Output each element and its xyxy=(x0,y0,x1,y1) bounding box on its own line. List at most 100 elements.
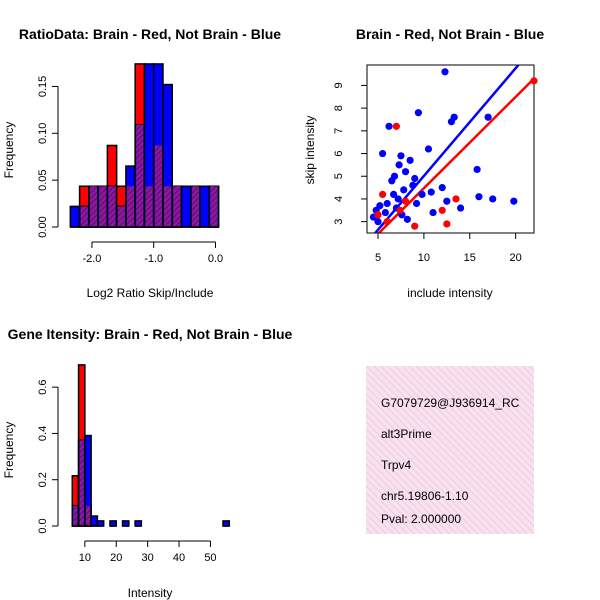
ratio-histogram-ylabel: Frequency xyxy=(2,122,16,179)
scatter-plot-box xyxy=(366,64,535,234)
not-brain-point-7 xyxy=(383,199,391,208)
scatter-points xyxy=(369,68,538,230)
brain-point-2 xyxy=(383,218,391,226)
intensity-x-tick-label-2: 30 xyxy=(142,552,154,564)
not-brain-point-26 xyxy=(424,145,433,153)
ratio-y-tick-label-1: 0.05 xyxy=(37,169,49,190)
ratio-histogram-title: RatioData: Brain - Red, Not Brain - Blue xyxy=(19,26,281,42)
ratio-bar-overlap-8 xyxy=(145,186,153,227)
intensity-x-tick-label-0: 10 xyxy=(79,552,91,564)
ratio-bar-overlap-6 xyxy=(126,186,135,227)
ratio-bar-overlap-4 xyxy=(108,186,116,227)
scatter-fit-lines xyxy=(374,65,534,233)
not-brain-point-38 xyxy=(510,197,518,205)
intensity-x-tick-label-4: 50 xyxy=(204,552,216,564)
ratio-x-tick-label-1: -1.0 xyxy=(144,253,163,265)
not-brain-point-6 xyxy=(381,208,389,217)
info-pval: Pval: 2.000000 xyxy=(381,512,461,526)
not-brain-point-22 xyxy=(411,174,419,183)
intensity-bar-overlap-0 xyxy=(73,505,78,526)
brain-point-6 xyxy=(411,222,419,230)
scatter-y-tick-label-0: 3 xyxy=(333,219,345,225)
not-brain-point-27 xyxy=(427,188,435,196)
ratio-bar-not-brain-0 xyxy=(69,205,81,228)
not-brain-point-29 xyxy=(438,183,446,192)
intensity-histogram-ylabel: Frequency xyxy=(2,422,16,479)
info-line-gene: Trpv4 xyxy=(381,458,412,472)
intensity-y-tick-label-3: 0.6 xyxy=(37,379,49,394)
scatter-y-tick-label-2: 5 xyxy=(333,173,345,179)
ratio-bar-overlap-3 xyxy=(99,186,107,227)
intensity-bar-overlap-2 xyxy=(85,505,91,526)
scatter-y-tick-label-5: 8 xyxy=(333,105,345,111)
not-brain-point-13 xyxy=(394,195,402,203)
ratio-bar-overlap-7 xyxy=(136,124,144,227)
intensity-bar-not-brain-24 xyxy=(222,520,231,527)
not-brain-point-11 xyxy=(390,172,399,180)
not-brain-point-25 xyxy=(418,190,426,199)
info-panel: G7079729@J936914_RC alt3Prime Trpv4 chr5… xyxy=(366,366,534,534)
ratio-bar-overlap-5 xyxy=(117,206,125,227)
ratio-y-tick-label-3: 0.15 xyxy=(37,76,49,97)
ratio-histogram-xlabel: Log2 Ratio Skip/Include xyxy=(87,286,214,300)
scatter-y-tick-label-6: 9 xyxy=(333,82,345,88)
ratio-bar-overlap-2 xyxy=(89,186,98,227)
intensity-histogram-bars xyxy=(71,364,231,527)
scatter-xlabel: include intensity xyxy=(407,286,492,300)
ratio-x-tick-label-2: 0.0 xyxy=(208,253,223,265)
not-brain-point-20 xyxy=(406,156,414,164)
not-brain-point-23 xyxy=(412,199,421,208)
not-brain-point-18 xyxy=(401,168,410,176)
scatter-y-tick-label-3: 6 xyxy=(333,150,345,156)
ratio-y-tick-label-0: 0.00 xyxy=(37,216,49,237)
intensity-x-tick-label-1: 20 xyxy=(110,552,122,564)
not-brain-point-21 xyxy=(409,181,417,189)
not-brain-point-4 xyxy=(376,202,384,210)
not-brain-point-24 xyxy=(414,109,422,117)
brain-point-9 xyxy=(452,195,460,203)
ratio-x-tick-label-0: -2.0 xyxy=(82,253,101,265)
not-brain-point-3 xyxy=(374,218,382,226)
intensity-bar-not-brain-4 xyxy=(96,520,105,527)
intensity-bar-overlap-1 xyxy=(79,440,84,526)
not-brain-point-15 xyxy=(397,152,405,160)
info-line-event-type: alt3Prime xyxy=(381,427,432,441)
ratio-y-tick-label-2: 0.10 xyxy=(37,123,49,144)
scatter-y-tick-label-1: 4 xyxy=(333,196,345,202)
brain-fit-line xyxy=(378,77,534,233)
not-brain-point-37 xyxy=(489,195,497,203)
ratio-bar-overlap-15 xyxy=(210,186,218,227)
not-brain-point-10 xyxy=(390,190,398,199)
scatter-y-tick-label-4: 7 xyxy=(333,128,345,134)
intensity-histogram-title: Gene Itensity: Brain - Red, Not Brain - … xyxy=(8,326,293,342)
scatter-ylabel: skip intensity xyxy=(303,116,317,185)
intensity-y-tick-label-1: 0.2 xyxy=(37,472,49,487)
intensity-histogram-xlabel: Intensity xyxy=(128,586,173,600)
info-panel-background xyxy=(366,366,534,534)
not-brain-point-19 xyxy=(403,215,411,223)
scatter-x-tick-label-0: 5 xyxy=(375,252,381,264)
scatter-axes: 5 10 15 20 3 4 5 6 7 8 9 xyxy=(333,82,522,264)
brain-point-7 xyxy=(438,206,446,214)
intensity-bar-not-brain-3 xyxy=(90,515,99,527)
ratio-histogram-axes: -2.0 -1.0 0.0 0.00 0.05 0.10 0.15 xyxy=(37,76,223,265)
scatter-x-tick-label-1: 10 xyxy=(418,252,430,264)
intensity-histogram-axes: 10 20 30 40 50 0.0 0.2 0.4 0.6 xyxy=(37,379,217,564)
brain-point-5 xyxy=(401,197,410,205)
not-brain-fit-line xyxy=(374,65,520,233)
not-brain-point-32 xyxy=(450,113,458,121)
brain-point-4 xyxy=(396,206,404,214)
info-line-location: chr5.19806-1.10 xyxy=(381,489,469,503)
not-brain-point-5 xyxy=(378,149,387,158)
not-brain-point-28 xyxy=(429,208,437,217)
info-line-probe-id: G7079729@J936914_RC xyxy=(381,396,520,410)
intensity-bar-not-brain-8 xyxy=(121,520,130,527)
intensity-y-tick-label-2: 0.4 xyxy=(37,426,49,441)
scatter-x-tick-label-2: 15 xyxy=(464,252,476,264)
ratio-histogram-bars xyxy=(69,63,220,228)
ratio-bar-overlap-13 xyxy=(191,186,200,227)
not-brain-point-30 xyxy=(443,197,451,205)
ratio-bar-overlap-11 xyxy=(173,186,181,227)
ratio-bar-not-brain-14 xyxy=(199,185,211,228)
